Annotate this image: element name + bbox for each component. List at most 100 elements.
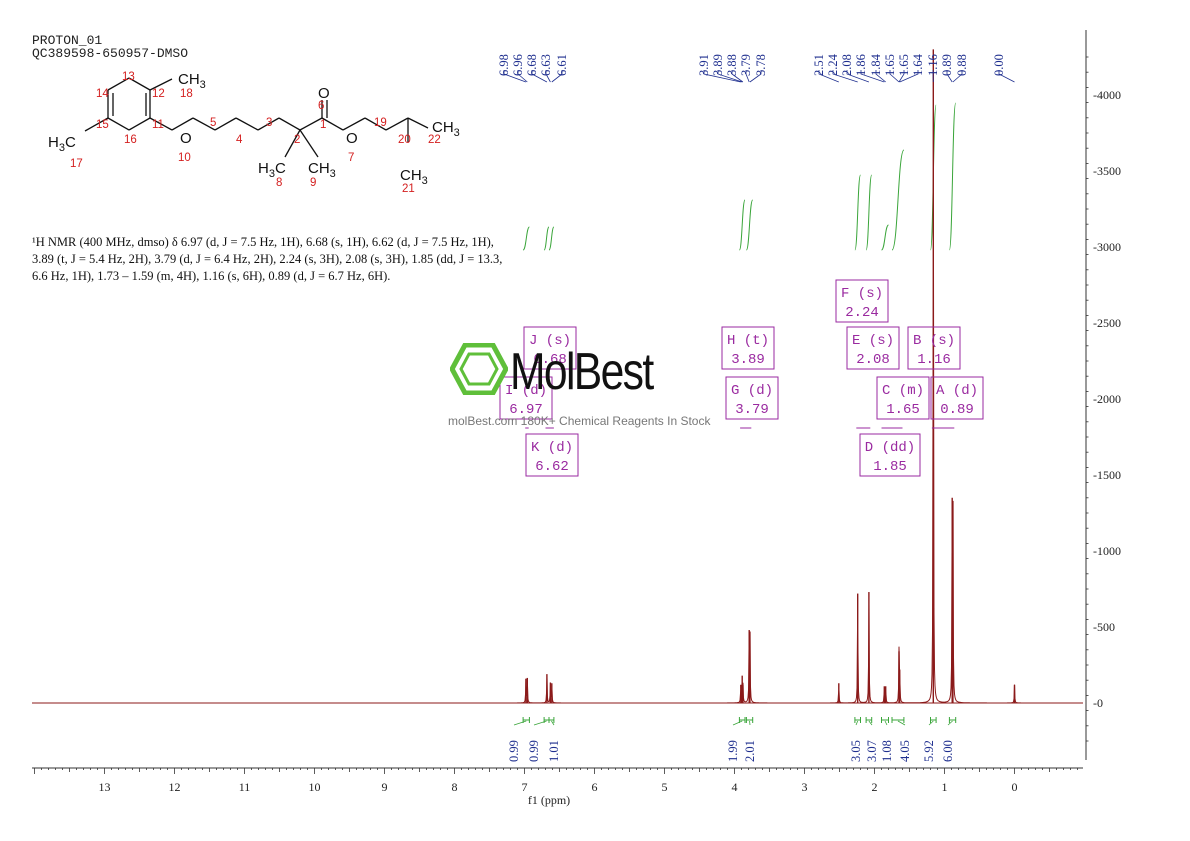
atom-group-label: CH3 (432, 119, 460, 139)
x-tick-label: 0 (1012, 780, 1018, 794)
peak-pick-leader (846, 70, 870, 83)
peak-pick-label: 1.16 (926, 54, 940, 76)
atom-number-label: 7 (348, 152, 354, 164)
atom-group-part: C (65, 134, 76, 151)
peak-pick-label: 1.64 (911, 53, 925, 76)
sample-id: QC389598-650957-DMSO (32, 46, 189, 61)
integral-value: 3.05 (849, 740, 863, 762)
integral-leader (868, 720, 873, 726)
peak-pick-leader (551, 70, 563, 83)
peak-pick-leader (952, 70, 963, 83)
x-tick-label: 6 (592, 780, 598, 794)
peak-pick-label: 1.65 (883, 54, 897, 76)
multiplet-box (846, 326, 900, 370)
atom-group-part: CH (432, 119, 454, 136)
x-tick-label: 5 (662, 780, 668, 794)
molbest-logo-icon (450, 343, 508, 395)
peak-pick-leader (745, 70, 750, 83)
atom-number-label: 1 (320, 119, 326, 131)
peak-pick-label: 2.24 (826, 53, 840, 76)
multiplet-shift: 3.89 (731, 352, 765, 368)
sample-name: PROTON_01 (32, 33, 103, 48)
x-tick-label: 3 (802, 780, 808, 794)
atom-group-part: H (258, 160, 269, 177)
atom-group-label: CH3 (400, 167, 428, 187)
peak-pick-label: 1.84 (869, 53, 883, 76)
molecule-bond (149, 117, 173, 131)
atom-group-part: 3 (59, 142, 65, 154)
molecule-bond (321, 117, 344, 131)
molecule-bond (214, 117, 237, 131)
molecule-bond (407, 117, 429, 129)
atom-number-label: 12 (152, 88, 165, 100)
atom-number-label: 20 (398, 134, 411, 146)
atom-group-part: CH (308, 160, 330, 177)
multiplet-box (930, 376, 984, 420)
molecule-bond (257, 117, 280, 131)
integral-curve (948, 102, 957, 251)
watermark-logo: MolBest (510, 343, 654, 401)
molecule-bond (128, 77, 151, 91)
multiplet-box (499, 376, 553, 420)
atom-group-part: 3 (330, 168, 336, 180)
molecule-bond (235, 117, 259, 131)
peak-pick-leader (731, 70, 744, 83)
integral-curve (865, 174, 873, 251)
integral-leader (884, 720, 888, 726)
peak-pick-label: 3.79 (739, 54, 753, 76)
atom-group-part: CH (178, 71, 200, 88)
y-tick-label: -4000 (1093, 88, 1121, 102)
integral-curve (543, 226, 550, 251)
peak-pick-label: 6.61 (555, 54, 569, 76)
x-tick-label: 2 (872, 780, 878, 794)
peak-pick-label: 6.96 (511, 54, 525, 76)
description-line-3: 6.6 Hz, 1H), 1.73 – 1.59 (m, 4H), 1.16 (… (32, 269, 391, 283)
peak-pick-label: 0.00 (992, 54, 1006, 76)
multiplet-shift: 3.79 (735, 402, 769, 418)
peak-pick-leader (545, 70, 551, 83)
multiplet-label: G (d) (731, 383, 773, 399)
peak-pick-leader (703, 70, 741, 83)
integral-value: 0.99 (507, 740, 521, 762)
y-tick-label: -1500 (1093, 468, 1121, 482)
integral-leader (513, 720, 527, 726)
multiplet-box (835, 279, 889, 323)
multiplet-label: H (t) (727, 333, 769, 349)
peak-pick-leader (749, 70, 762, 83)
atom-group-part: 3 (269, 168, 275, 180)
atom-group-label: O (318, 85, 330, 102)
multiplet-shift: 2.08 (856, 352, 890, 368)
spectrum-trace (32, 49, 1083, 704)
peak-pick-label: 6.98 (497, 54, 511, 76)
x-tick-label: 13 (99, 780, 111, 794)
peak-pick-leader (889, 70, 900, 83)
integral-value: 6.00 (941, 740, 955, 762)
peak-pick-leader (998, 70, 1015, 83)
peak-pick-leader (531, 70, 548, 83)
multiplet-label: E (s) (852, 333, 894, 349)
x-tick-label: 12 (169, 780, 181, 794)
molecule-bond (128, 117, 151, 131)
spectrum-line (32, 270, 1083, 704)
atom-group-part: C (275, 160, 286, 177)
molecule-bond (385, 117, 409, 131)
multiplet-shift: 2.24 (845, 305, 879, 321)
integral-labels: 0.99 0.99 1.01 1.99 2.01 3.05 3.07 1.08 4.05 5.92… (507, 717, 957, 762)
multiplet-boxes: J (s) 6.68 I (d) 6.97 K (d) 6.62 H (t) 3.89 G (d… (499, 279, 984, 477)
molecule-bond (342, 117, 366, 131)
multiplet-shift: 1.85 (873, 459, 907, 475)
y-tick-label: -2000 (1093, 392, 1121, 406)
multiplet-box (523, 326, 577, 370)
multiplet-label: D (dd) (865, 440, 915, 456)
atom-group-label: O (180, 130, 192, 147)
peak-pick-labels: 6.98 6.96 6.68 6.63 6.61 3.91 3.89 3.88 3.79 3.78… (497, 53, 1015, 83)
description-line-1: ¹H NMR (400 MHz, dmso) δ 6.97 (d, J = 7.… (32, 235, 494, 249)
atom-number-label: 6 (318, 100, 324, 112)
atom-number-label: 14 (96, 88, 109, 100)
atom-number-label: 8 (276, 177, 282, 189)
multiplet-shift: 1.16 (917, 352, 951, 368)
multiplet-shift: 6.68 (533, 352, 567, 368)
x-tick-label: 4 (732, 780, 738, 794)
integral-leader (855, 720, 859, 726)
